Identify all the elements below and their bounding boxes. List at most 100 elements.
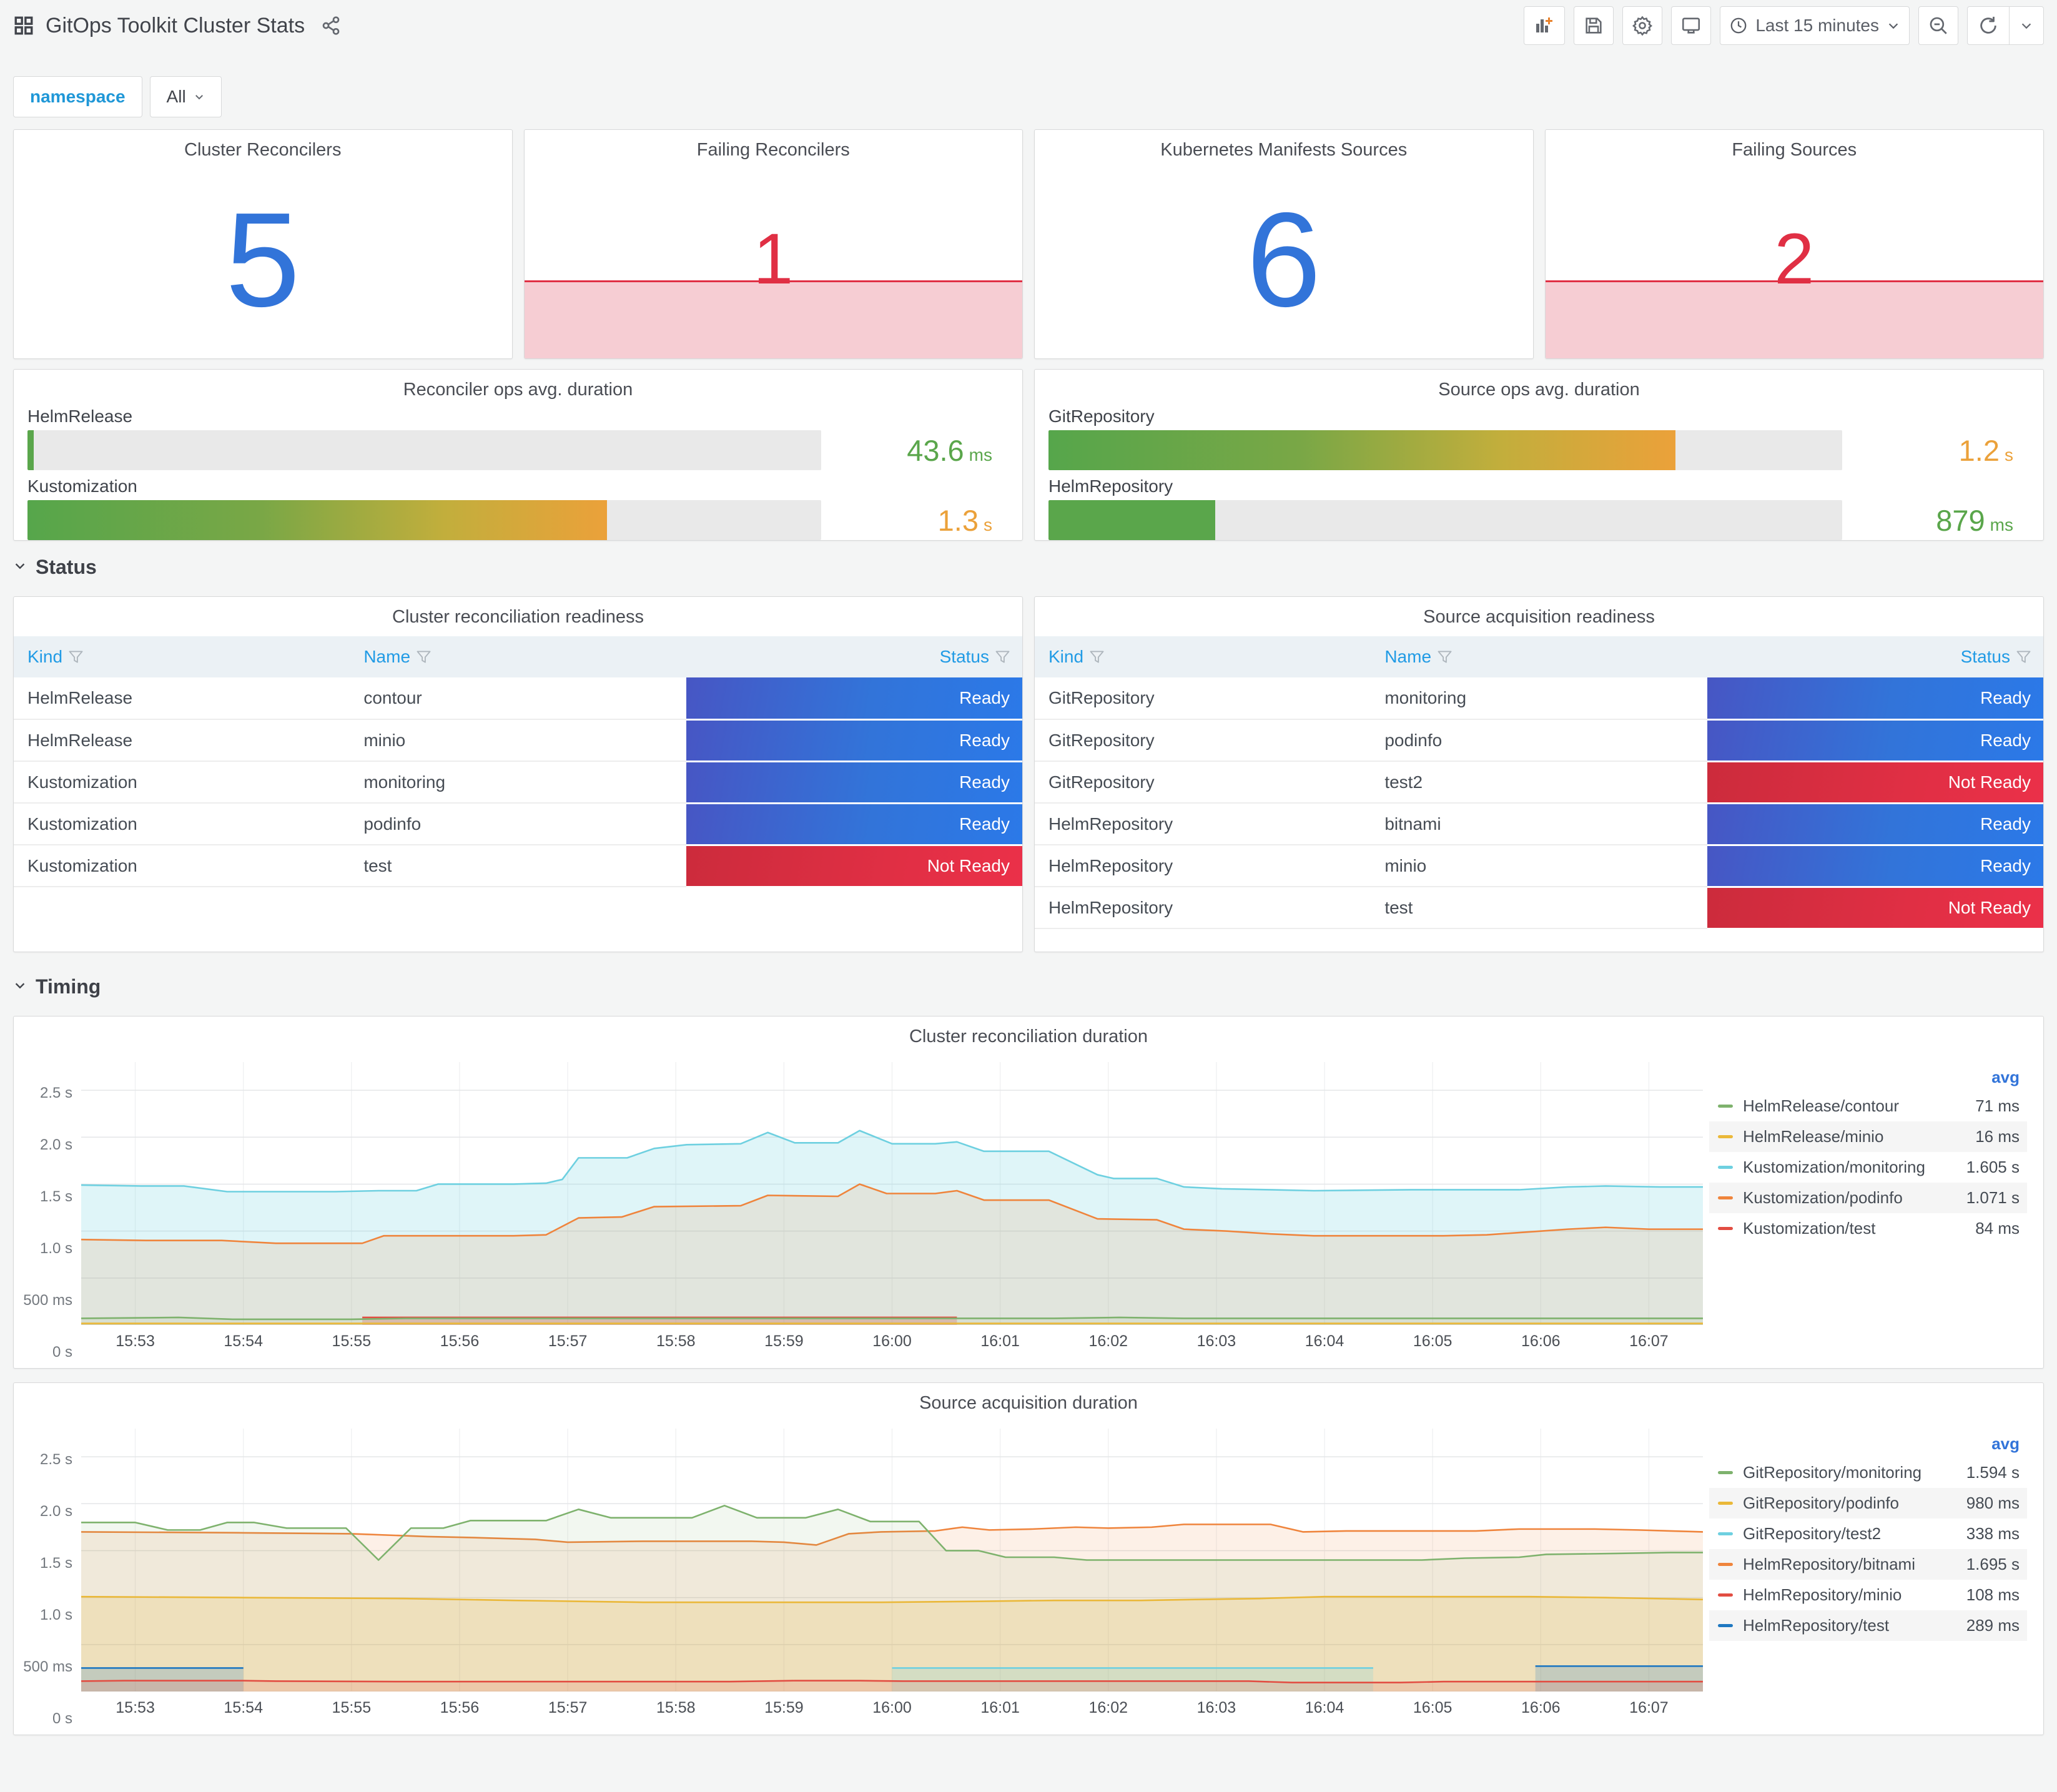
gauge-value-number: 879 — [1936, 503, 1985, 537]
cell-kind: HelmRepository — [1035, 803, 1371, 845]
y-tick-label: 0 s — [52, 1344, 72, 1361]
x-tick-label: 16:07 — [1629, 1699, 1669, 1716]
y-tick-label: 2.0 s — [39, 1136, 72, 1153]
legend-series-name: HelmRepository/minio — [1743, 1585, 1902, 1604]
cell-kind: HelmRepository — [1035, 845, 1371, 887]
legend-series-name: HelmRelease/minio — [1743, 1127, 1884, 1146]
legend-row[interactable]: GitRepository/podinfo 980 ms — [1709, 1488, 2027, 1519]
refresh-interval-dropdown[interactable] — [2009, 7, 2043, 44]
cell-kind: Kustomization — [14, 803, 350, 845]
panel-title: Reconciler ops avg. duration — [403, 380, 633, 400]
namespace-variable-value[interactable]: All — [149, 76, 222, 117]
column-header-name[interactable]: Name — [350, 636, 686, 677]
column-header-name[interactable]: Name — [1371, 636, 1707, 677]
plot-area[interactable] — [81, 1062, 1703, 1325]
column-header-status[interactable]: Status — [1707, 636, 2043, 677]
legend-series-avg: 71 ms — [1975, 1096, 2020, 1115]
stat-panel-failing-sources: Failing Sources 2 — [1544, 129, 2044, 359]
cell-kind: HelmRelease — [14, 719, 350, 762]
legend-series-avg: 1.695 s — [1966, 1555, 2020, 1573]
cell-name: monitoring — [350, 761, 686, 804]
apps-grid-icon[interactable] — [13, 15, 34, 36]
chart-svg — [81, 1062, 1703, 1325]
time-range-picker[interactable]: Last 15 minutes — [1720, 6, 1910, 45]
gauge-row: HelmRelease 43.6 ms — [27, 406, 1009, 470]
column-header-kind[interactable]: Kind — [1035, 636, 1371, 677]
chevron-down-icon — [13, 978, 27, 995]
timing-section-toggle[interactable]: Timing — [13, 971, 2044, 1002]
status-tables-row: Cluster reconciliation readiness Kind Nam… — [13, 596, 2044, 952]
cell-status: Ready — [1707, 677, 2043, 721]
x-tick-label: 15:57 — [548, 1332, 588, 1350]
x-tick-label: 16:06 — [1521, 1332, 1561, 1350]
legend-row[interactable]: GitRepository/test2 338 ms — [1709, 1519, 2027, 1549]
legend-series-swatch — [1718, 1563, 1733, 1566]
x-tick-label: 16:01 — [980, 1332, 1020, 1350]
x-tick-label: 15:59 — [764, 1332, 804, 1350]
gauge-value-unit: ms — [969, 445, 992, 465]
x-axis: 15:53 15:54 15:55 15:56 15:57 15:58 15:59 16:00… — [81, 1325, 1703, 1352]
y-tick-label: 1.5 s — [39, 1188, 72, 1205]
cell-status: Not Ready — [1707, 761, 2043, 804]
dashboard-settings-button[interactable] — [1622, 6, 1663, 45]
time-range-label: Last 15 minutes — [1755, 16, 1879, 35]
panel-title: Failing Sources — [1732, 140, 1857, 160]
y-axis: 2.5 s 2.0 s 1.5 s 1.0 s 500 ms 0 s — [14, 1429, 81, 1727]
legend-series-name: GitRepository/podinfo — [1743, 1494, 1900, 1512]
add-panel-button[interactable] — [1524, 6, 1566, 45]
table-row: Kustomization test Not Ready — [14, 845, 1022, 888]
legend-series-swatch — [1718, 1624, 1733, 1627]
gauge-bar — [27, 500, 607, 540]
gauge-value-unit: s — [984, 514, 992, 534]
legend-row[interactable]: HelmRepository/bitnami 1.695 s — [1709, 1549, 2027, 1580]
y-tick-label: 1.0 s — [39, 1606, 72, 1623]
legend-series-swatch — [1718, 1135, 1733, 1138]
gauge-bar — [1048, 430, 1676, 470]
legend-row[interactable]: HelmRelease/minio 16 ms — [1709, 1121, 2027, 1152]
cell-status: Ready — [1707, 803, 2043, 846]
legend-series-swatch — [1718, 1196, 1733, 1199]
column-header-status[interactable]: Status — [686, 636, 1022, 677]
table-row: GitRepository test2 Not Ready — [1035, 761, 2043, 804]
y-tick-label: 2.5 s — [39, 1084, 72, 1101]
x-tick-label: 15:58 — [656, 1332, 696, 1350]
gauge-value-number: 43.6 — [907, 433, 964, 467]
gauge-panel-reconciler-ops: Reconciler ops avg. duration HelmRelease… — [13, 369, 1023, 541]
cycle-view-mode-button[interactable] — [1671, 6, 1712, 45]
table-row: HelmRelease contour Ready — [14, 677, 1022, 721]
x-tick-label: 15:53 — [116, 1332, 155, 1350]
y-tick-label: 2.5 s — [39, 1450, 72, 1468]
y-tick-label: 2.0 s — [39, 1502, 72, 1520]
legend-row[interactable]: Kustomization/monitoring 1.605 s — [1709, 1152, 2027, 1183]
save-dashboard-button[interactable] — [1574, 6, 1614, 45]
stats-row: Cluster Reconcilers 5 Failing Reconciler… — [13, 129, 2044, 359]
gauge-label: GitRepository — [1048, 406, 1155, 426]
legend-row[interactable]: Kustomization/podinfo 1.071 s — [1709, 1183, 2027, 1213]
legend-series-avg: 338 ms — [1966, 1524, 2020, 1543]
legend-series-swatch — [1718, 1471, 1733, 1474]
cell-status: Ready — [1707, 845, 2043, 888]
stat-panel-failing-reconcilers: Failing Reconcilers 1 — [523, 129, 1023, 359]
legend-series-avg: 980 ms — [1966, 1494, 2020, 1512]
plot-area[interactable] — [81, 1429, 1703, 1691]
chart-body: 2.5 s 2.0 s 1.5 s 1.0 s 500 ms 0 s 15:53 15:54… — [14, 1062, 2043, 1361]
column-header-kind[interactable]: Kind — [14, 636, 350, 677]
gauge-label: Kustomization — [27, 476, 137, 496]
legend-row[interactable]: GitRepository/monitoring 1.594 s — [1709, 1457, 2027, 1488]
gauge-track — [1048, 500, 1842, 540]
share-icon[interactable] — [321, 16, 341, 36]
stat-panel-kubernetes-manifests-sources: Kubernetes Manifests Sources 6 — [1034, 129, 1534, 359]
legend-row[interactable]: Kustomization/test 84 ms — [1709, 1213, 2027, 1244]
legend-row[interactable]: HelmRepository/minio 108 ms — [1709, 1580, 2027, 1610]
status-section-toggle[interactable]: Status — [13, 551, 2044, 583]
legend-series-swatch — [1718, 1166, 1733, 1169]
legend-series-name: HelmRelease/contour — [1743, 1096, 1900, 1115]
legend-row[interactable]: HelmRepository/test 289 ms — [1709, 1610, 2027, 1641]
zoom-out-button[interactable] — [1918, 6, 1958, 45]
cell-status: Ready — [1707, 719, 2043, 762]
namespace-variable-label[interactable]: namespace — [13, 76, 142, 117]
cell-kind: Kustomization — [14, 761, 350, 804]
legend-series-name: Kustomization/podinfo — [1743, 1188, 1903, 1207]
refresh-button[interactable] — [1968, 7, 2009, 44]
legend-row[interactable]: HelmRelease/contour 71 ms — [1709, 1091, 2027, 1121]
